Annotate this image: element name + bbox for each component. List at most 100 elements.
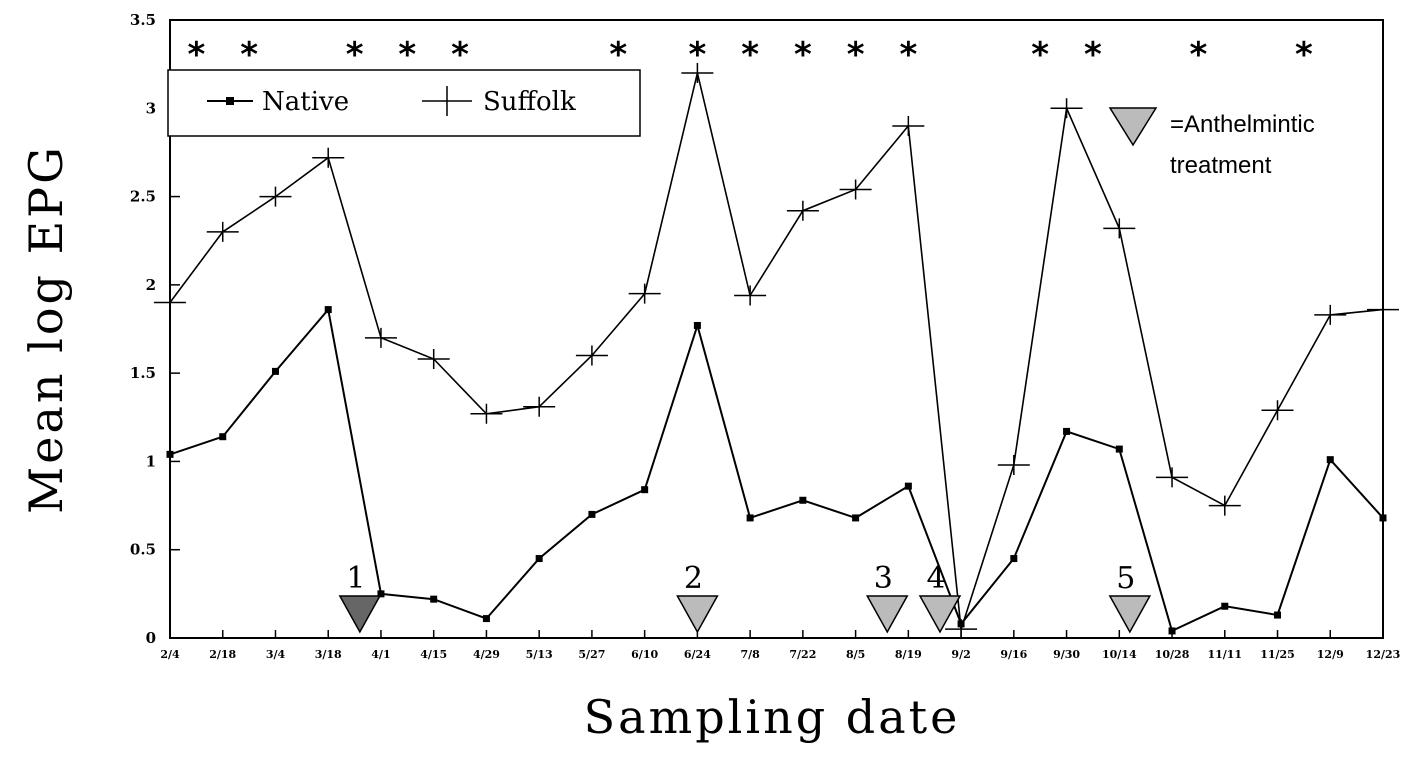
x-tick-label: 5/27 xyxy=(578,648,605,661)
suffolk-data-point xyxy=(576,345,608,365)
significance-star: * xyxy=(1031,35,1049,75)
treatment-number-label: 1 xyxy=(346,561,365,596)
x-tick-label: 4/1 xyxy=(371,648,390,661)
x-tick-label: 9/30 xyxy=(1053,648,1080,661)
significance-star: * xyxy=(689,35,707,75)
significance-star: * xyxy=(794,35,812,75)
treatment-triangle-icon xyxy=(340,596,380,632)
native-data-point xyxy=(852,514,859,521)
suffolk-data-point xyxy=(1209,496,1241,516)
suffolk-data-point xyxy=(1051,98,1083,118)
native-data-point xyxy=(905,483,912,490)
suffolk-data-point xyxy=(787,201,819,221)
treatment-number-label: 2 xyxy=(684,561,703,596)
significance-star: * xyxy=(240,35,258,75)
native-data-point xyxy=(1169,627,1176,634)
x-tick-label: 3/18 xyxy=(315,648,342,661)
treatment-number-label: 4 xyxy=(926,561,945,596)
suffolk-data-point xyxy=(892,116,924,136)
significance-star: * xyxy=(741,35,759,75)
native-data-point xyxy=(799,497,806,504)
x-tick-label: 10/28 xyxy=(1155,648,1190,661)
x-axis-title: Sampling date xyxy=(584,690,961,744)
significance-star: * xyxy=(451,35,469,75)
y-tick-label: 1 xyxy=(146,452,156,470)
native-data-point xyxy=(1380,514,1387,521)
y-tick-label: 2.5 xyxy=(130,188,156,206)
native-data-point xyxy=(483,615,490,622)
native-data-point xyxy=(219,433,226,440)
native-data-point xyxy=(430,596,437,603)
y-tick-label: 1.5 xyxy=(130,364,156,382)
x-tick-label: 8/5 xyxy=(846,648,865,661)
native-data-point xyxy=(272,368,279,375)
suffolk-data-point xyxy=(365,328,397,348)
legend: Native Suffolk xyxy=(168,70,640,136)
significance-star: * xyxy=(899,35,917,75)
treatment-triangle-icon xyxy=(867,596,907,632)
legend-native-label: Native xyxy=(262,87,349,117)
x-tick-label: 10/14 xyxy=(1102,648,1137,661)
x-tick-label: 12/9 xyxy=(1317,648,1344,661)
suffolk-data-point xyxy=(945,619,977,639)
x-tick-label: 9/2 xyxy=(951,648,970,661)
native-data-point xyxy=(1010,555,1017,562)
significance-star: * xyxy=(1190,35,1208,75)
y-tick-label: 3 xyxy=(146,99,156,117)
suffolk-data-point xyxy=(840,180,872,200)
x-tick-label: 6/24 xyxy=(684,648,711,661)
significance-star: * xyxy=(187,35,205,75)
legend-native-marker xyxy=(226,97,234,105)
native-data-point xyxy=(588,511,595,518)
native-data-point xyxy=(1116,446,1123,453)
x-tick-label: 2/18 xyxy=(209,648,236,661)
native-data-point xyxy=(694,322,701,329)
native-data-point xyxy=(536,555,543,562)
treatment-key-triangle-icon xyxy=(1110,108,1156,145)
treatment-note-line1: =Anthelmintic xyxy=(1170,111,1315,138)
y-tick-label: 3.5 xyxy=(130,11,156,29)
native-data-point xyxy=(1063,428,1070,435)
y-tick-label: 0.5 xyxy=(130,541,156,559)
significance-star: * xyxy=(1084,35,1102,75)
suffolk-data-point xyxy=(523,397,555,417)
x-tick-label: 2/4 xyxy=(160,648,180,661)
x-tick-label: 12/23 xyxy=(1366,648,1401,661)
x-tick-label: 3/4 xyxy=(266,648,286,661)
treatment-number-label: 3 xyxy=(874,561,893,596)
suffolk-data-point xyxy=(1103,218,1135,238)
suffolk-data-point xyxy=(998,455,1030,475)
suffolk-data-point xyxy=(734,285,766,305)
series-group xyxy=(154,63,1399,639)
suffolk-data-point xyxy=(418,349,450,369)
x-tick-label: 8/19 xyxy=(895,648,922,661)
suffolk-data-point xyxy=(312,148,344,168)
x-tick-label: 5/13 xyxy=(526,648,553,661)
significance-star: * xyxy=(1295,35,1313,75)
treatment-triangle-icon xyxy=(920,596,960,632)
suffolk-data-point xyxy=(1314,305,1346,325)
native-data-point xyxy=(1327,456,1334,463)
x-tick-label: 7/22 xyxy=(789,648,816,661)
native-data-point xyxy=(167,451,174,458)
x-tick-label: 7/8 xyxy=(740,648,760,661)
y-axis-title: Mean log EPG xyxy=(19,144,73,514)
significance-star: * xyxy=(346,35,364,75)
suffolk-data-point xyxy=(154,293,186,313)
native-data-point xyxy=(1221,603,1228,610)
native-data-point xyxy=(641,486,648,493)
x-tick-label: 4/15 xyxy=(420,648,447,661)
native-data-point xyxy=(747,514,754,521)
x-tick-label: 9/16 xyxy=(1000,648,1027,661)
x-tick-label: 11/25 xyxy=(1260,648,1295,661)
x-tick-label: 4/29 xyxy=(473,648,500,661)
native-data-point xyxy=(325,306,332,313)
significance-star: * xyxy=(609,35,627,75)
x-tick-label: 6/10 xyxy=(631,648,658,661)
x-tick-label: 11/11 xyxy=(1207,648,1242,661)
legend-suffolk-label: Suffolk xyxy=(483,87,576,117)
treatment-triangle-icon xyxy=(1110,596,1150,632)
significance-star: * xyxy=(398,35,416,75)
